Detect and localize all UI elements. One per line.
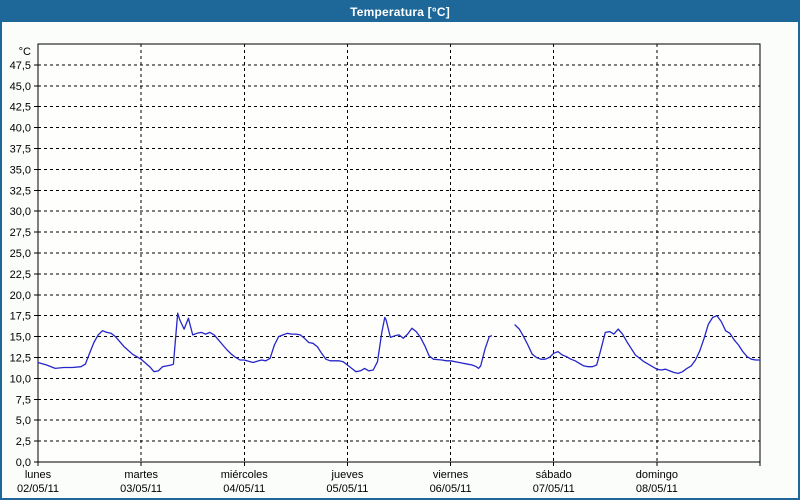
temperature-line bbox=[514, 315, 761, 375]
date-label: 03/05/11 bbox=[120, 483, 162, 495]
chart-title-bar: Temperatura [°C] bbox=[2, 2, 798, 22]
y-tick-label: 0,0 bbox=[16, 457, 31, 469]
y-tick-label: 15,0 bbox=[10, 332, 31, 344]
y-tick-label: 20,0 bbox=[10, 290, 31, 302]
y-tick-label: 37,5 bbox=[10, 144, 31, 156]
date-label: 07/05/11 bbox=[533, 483, 575, 495]
y-axis-unit-label: °C bbox=[19, 46, 31, 58]
date-label: 06/05/11 bbox=[430, 483, 472, 495]
y-tick-label: 27,5 bbox=[10, 227, 31, 239]
y-tick-label: 35,0 bbox=[10, 164, 31, 176]
y-tick-label: 17,5 bbox=[10, 311, 31, 323]
y-tick-label: 10,0 bbox=[10, 373, 31, 385]
day-label: martes bbox=[124, 469, 158, 481]
day-label: viernes bbox=[433, 469, 469, 481]
date-label: 08/05/11 bbox=[636, 483, 678, 495]
day-label: sábado bbox=[536, 469, 572, 481]
y-tick-label: 5,0 bbox=[16, 415, 31, 427]
day-label: domingo bbox=[636, 469, 678, 481]
y-tick-label: 47,5 bbox=[10, 60, 31, 72]
temperature-chart: 0,0 2,5 5,0 7,5 10,0 12,5 15,0 17,5 20,0 22,5 25,0… bbox=[10, 43, 761, 495]
temperature-line bbox=[37, 312, 493, 373]
y-tick-label: 25,0 bbox=[10, 248, 31, 260]
y-tick-label: 2,5 bbox=[16, 436, 31, 448]
day-label: lunes bbox=[25, 469, 52, 481]
y-tick-label: 22,5 bbox=[10, 269, 31, 281]
y-tick-label: 12,5 bbox=[10, 353, 31, 365]
chart-area: 0,0 2,5 5,0 7,5 10,0 12,5 15,0 17,5 20,0 22,5 25,0… bbox=[2, 22, 798, 498]
y-tick-label: 7,5 bbox=[16, 394, 31, 406]
y-tick-label: 42,5 bbox=[10, 102, 31, 114]
y-tick-label: 40,0 bbox=[10, 123, 31, 135]
date-label: 04/05/11 bbox=[223, 483, 265, 495]
day-label: miércoles bbox=[221, 469, 269, 481]
date-label: 02/05/11 bbox=[17, 483, 59, 495]
date-label: 05/05/11 bbox=[326, 483, 368, 495]
day-label: jueves bbox=[331, 469, 364, 481]
y-tick-label: 30,0 bbox=[10, 206, 31, 218]
y-tick-label: 32,5 bbox=[10, 185, 31, 197]
chart-title: Temperatura [°C] bbox=[350, 5, 450, 19]
y-tick-label: 45,0 bbox=[10, 81, 31, 93]
